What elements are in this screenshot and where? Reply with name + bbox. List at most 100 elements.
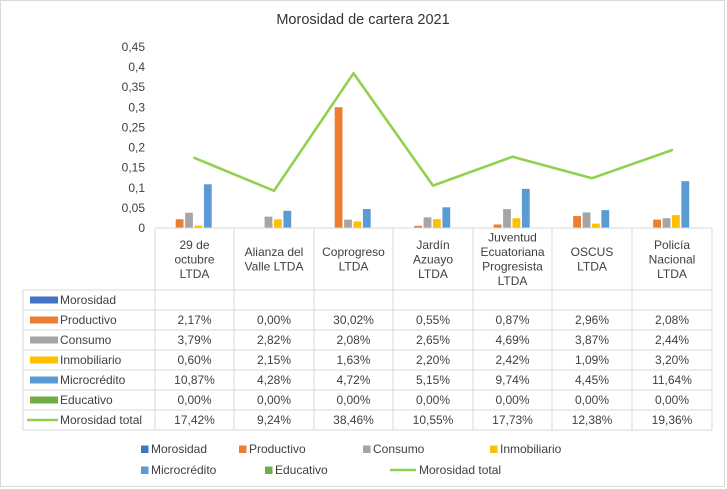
legend-label: Consumo [373, 442, 425, 456]
legend-swatch [141, 445, 149, 453]
table-cell: 4,72% [336, 373, 370, 387]
table-row-label: Morosidad [60, 293, 116, 307]
category-label: LTDA [577, 260, 607, 274]
table-cell: 12,38% [572, 413, 613, 427]
legend-swatch [265, 466, 273, 474]
table-key-swatch [30, 376, 58, 384]
y-tick-label: 0 [138, 221, 145, 235]
y-tick-label: 0,2 [128, 141, 145, 155]
legend-swatch [363, 445, 371, 453]
bar-microcrédito [362, 209, 371, 228]
bar-inmobiliario [194, 225, 203, 228]
bar-productivo [573, 216, 581, 228]
bar-productivo [414, 225, 422, 228]
table-cell: 0,60% [177, 353, 211, 367]
y-tick-label: 0,45 [122, 40, 146, 54]
category-label: LTDA [498, 274, 528, 288]
bar-inmobiliario [512, 218, 521, 228]
bar-microcrédito [442, 207, 451, 228]
bar-microcrédito [521, 188, 530, 228]
table-cell: 19,36% [652, 413, 693, 427]
bar-consumo [662, 218, 671, 228]
table-cell: 4,45% [575, 373, 609, 387]
bar-productivo [493, 224, 502, 228]
bar-microcrédito [601, 210, 610, 228]
bar-microcrédito [681, 181, 690, 228]
bar-microcrédito [283, 210, 292, 228]
table-cell: 0,00% [575, 393, 609, 407]
table-cell: 2,08% [336, 333, 370, 347]
table-cell: 0,00% [257, 393, 291, 407]
table-cell: 2,08% [655, 313, 689, 327]
legend-swatch [490, 445, 498, 453]
table-cell: 0,00% [257, 313, 291, 327]
table-key-swatch [30, 296, 58, 304]
table-key-swatch [30, 356, 58, 364]
table-row-label: Microcrédito [60, 373, 126, 387]
bar-productivo [653, 219, 661, 228]
category-label: Nacional [649, 252, 696, 266]
table-cell: 2,20% [416, 353, 450, 367]
y-tick-label: 0,3 [128, 100, 145, 114]
bar-inmobiliario [433, 219, 441, 228]
table-row-label: Consumo [60, 333, 112, 347]
legend-swatch [239, 445, 247, 453]
table-cell: 2,96% [575, 313, 609, 327]
y-tick-label: 0,25 [122, 120, 146, 134]
category-label: Alianza del [245, 245, 304, 259]
table-cell: 9,74% [495, 373, 529, 387]
legend-label: Inmobiliario [500, 442, 562, 456]
table-cell: 10,87% [174, 373, 215, 387]
table-cell: 3,20% [655, 353, 689, 367]
bar-consumo [344, 219, 352, 228]
bar-consumo [185, 212, 193, 228]
table-cell: 17,73% [492, 413, 533, 427]
category-label: OSCUS [571, 245, 614, 259]
bar-inmobiliario [353, 221, 362, 228]
table-cell: 0,00% [495, 393, 529, 407]
table-cell: 30,02% [333, 313, 374, 327]
bar-consumo [264, 216, 273, 228]
category-label: octubre [174, 252, 214, 266]
bar-inmobiliario [592, 223, 600, 228]
category-label: LTDA [180, 267, 210, 281]
category-label: LTDA [339, 260, 369, 274]
table-cell: 5,15% [416, 373, 450, 387]
legend-label: Educativo [275, 463, 328, 477]
y-tick-label: 0,15 [122, 161, 146, 175]
table-cell: 10,55% [413, 413, 454, 427]
table-cell: 1,63% [336, 353, 370, 367]
bar-consumo [582, 212, 591, 228]
bar-consumo [503, 209, 511, 228]
table-row-label: Productivo [60, 313, 117, 327]
table-cell: 2,15% [257, 353, 291, 367]
table-key-swatch [30, 336, 58, 344]
bar-inmobiliario [274, 219, 282, 228]
table-cell: 2,17% [177, 313, 211, 327]
chart-title: Morosidad de cartera 2021 [276, 12, 449, 28]
table-row-label: Morosidad total [60, 413, 142, 427]
bar-microcrédito [203, 184, 212, 228]
table-cell: 1,09% [575, 353, 609, 367]
legend-label: Microcrédito [151, 463, 217, 477]
table-cell: 11,64% [652, 373, 692, 387]
category-label: Jardín [416, 238, 449, 252]
table-cell: 2,44% [655, 333, 689, 347]
y-tick-label: 0,05 [122, 201, 146, 215]
y-tick-label: 0,4 [128, 60, 145, 74]
bar-consumo [423, 217, 432, 228]
table-cell: 0,00% [416, 393, 450, 407]
table-cell: 4,69% [495, 333, 529, 347]
category-label: Coprogreso [322, 245, 385, 259]
table-row-label: Inmobiliario [60, 353, 122, 367]
table-cell: 0,55% [416, 313, 450, 327]
table-cell: 0,87% [495, 313, 529, 327]
table-key-swatch [30, 396, 58, 404]
legend-label: Productivo [249, 442, 306, 456]
bar-productivo [175, 219, 184, 228]
legend-label: Morosidad total [419, 463, 501, 477]
category-label: Valle LTDA [245, 260, 304, 274]
category-label: Azuayo [413, 252, 453, 266]
